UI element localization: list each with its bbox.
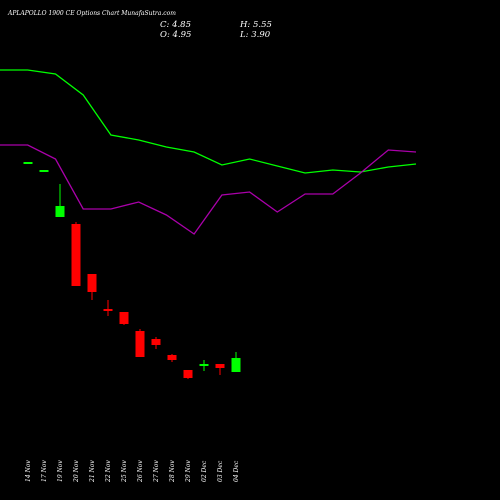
high-value: H: 5.55 <box>239 20 272 30</box>
candle-body <box>135 331 145 357</box>
x-tick-label: 21 Nov <box>89 460 96 483</box>
x-tick-label: 03 Dec <box>217 460 224 482</box>
candle <box>87 274 97 300</box>
x-tick-label: 27 Nov <box>153 460 160 483</box>
low-value: L: 3.90 <box>239 30 271 40</box>
open-value: O: 4.95 <box>160 30 191 40</box>
candle-body <box>119 312 129 324</box>
candle-body <box>199 364 209 366</box>
candle <box>199 360 209 371</box>
x-tick-label: 26 Nov <box>137 460 144 483</box>
x-tick-label: 19 Nov <box>57 460 64 482</box>
x-tick-label: 14 Nov <box>25 460 32 482</box>
candle <box>135 329 145 357</box>
close-value: C: 4.85 <box>160 20 191 30</box>
candle <box>23 162 33 164</box>
candle-body <box>87 274 97 292</box>
candle <box>71 222 81 286</box>
candle-body <box>55 206 65 217</box>
candle <box>103 300 113 316</box>
x-tick-label: 25 Nov <box>121 460 128 483</box>
candle-body <box>103 309 113 311</box>
x-tick-label: 29 Nov <box>185 460 192 483</box>
candle-body <box>215 364 225 368</box>
x-tick-label: 04 Dec <box>233 460 240 482</box>
overlay-line-2 <box>0 144 417 235</box>
x-tick-label: 22 Nov <box>105 460 112 483</box>
x-tick-label: 20 Nov <box>73 460 80 483</box>
candle <box>167 354 177 362</box>
candle <box>119 312 129 325</box>
candle-body <box>167 355 177 360</box>
candle-body <box>231 358 241 372</box>
candle <box>183 370 193 379</box>
x-tick-label: 17 Nov <box>41 460 48 482</box>
candle <box>231 352 241 372</box>
candle-body <box>39 170 49 172</box>
candle-body <box>183 370 193 378</box>
overlay-line-1 <box>0 69 417 174</box>
candle-body <box>151 339 161 345</box>
chart-title: APLAPOLLO 1900 CE Options Chart MunafaSu… <box>7 10 176 17</box>
candle <box>55 184 65 217</box>
x-tick-label: 28 Nov <box>169 460 176 483</box>
candles <box>23 162 241 379</box>
overlay-lines <box>0 69 417 235</box>
x-axis-ticks: 14 Nov 17 Nov 19 Nov 20 Nov 21 Nov 22 Nov 25 N… <box>25 460 240 483</box>
candle <box>39 170 49 172</box>
candle <box>215 364 225 375</box>
candle-body <box>23 162 33 164</box>
x-tick-label: 02 Dec <box>201 460 208 482</box>
candle-body <box>71 224 81 286</box>
candle <box>151 337 161 349</box>
